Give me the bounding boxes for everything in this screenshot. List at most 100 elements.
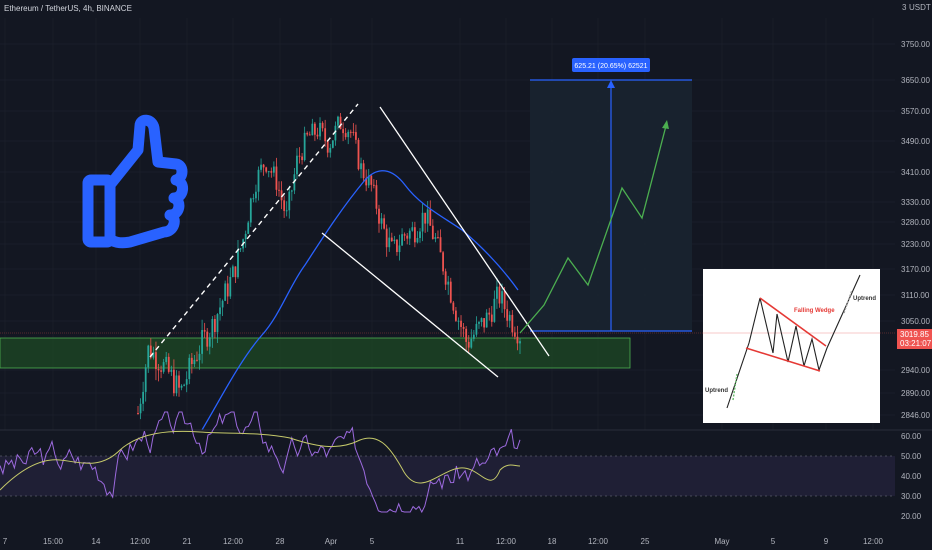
candle-body <box>206 331 209 347</box>
candle-body <box>270 171 273 173</box>
candle-body <box>149 345 152 358</box>
candle-body <box>478 322 480 324</box>
candle-body <box>406 235 409 239</box>
candle-body <box>380 218 383 224</box>
candle-body <box>147 345 150 368</box>
candle-body <box>180 385 183 388</box>
symbol-title: Ethereum / TetherUS, 4h, BINANCE <box>4 4 132 13</box>
price-tick-label: 3170.00 <box>901 265 930 274</box>
candle-body <box>229 277 232 297</box>
candle-body <box>460 320 462 327</box>
projection-arrow-head <box>662 120 669 129</box>
candle-body <box>244 233 247 240</box>
candle-body <box>424 212 427 224</box>
candle-body <box>221 300 224 308</box>
time-axis[interactable]: 7 15:00 14 12:00 21 12:00 28 Apr 5 11 12:00 18 12:00… <box>3 537 884 546</box>
time-tick-label: 9 <box>824 537 829 546</box>
candle-body <box>372 184 375 186</box>
candle-body <box>172 369 175 394</box>
scale-digit: 3 <box>902 3 907 12</box>
wedge-upper-line <box>379 106 550 357</box>
price-tick-label: 3650.00 <box>901 76 930 85</box>
candle-body <box>198 353 201 361</box>
candle-body <box>303 132 306 161</box>
candle-body <box>483 318 486 328</box>
candle-body <box>467 341 470 348</box>
candle-body <box>255 191 257 199</box>
candle-body <box>488 312 491 315</box>
price-axis[interactable]: 3750.00 3650.00 3570.00 3490.00 3410.00 3330.… <box>901 40 930 420</box>
time-tick-label: 12:00 <box>588 537 609 546</box>
candle-body <box>439 237 442 253</box>
candle-body <box>501 291 503 304</box>
candle-body <box>434 237 437 239</box>
candle-body <box>508 314 511 321</box>
candle-body <box>447 281 450 285</box>
measure-label-box <box>572 58 650 72</box>
candle-body <box>516 336 519 344</box>
time-tick-label: Apr <box>325 537 338 546</box>
candle-body <box>201 330 203 354</box>
uptrend-right-label: Uptrend <box>853 296 876 302</box>
candle-body <box>388 237 391 248</box>
candle-body <box>431 225 434 239</box>
candle-body <box>411 227 414 231</box>
candle-body <box>160 370 162 372</box>
candle-body <box>396 239 398 253</box>
candle-body <box>390 237 393 242</box>
candle-body <box>455 310 457 321</box>
candle-body <box>326 141 329 153</box>
time-tick-label: 12:00 <box>130 537 151 546</box>
candle-body <box>429 209 432 226</box>
rsi-tick-label: 40.00 <box>901 472 922 481</box>
time-tick-label: 14 <box>92 537 101 546</box>
candle-body <box>457 320 460 322</box>
candle-body <box>178 375 180 388</box>
candle-body <box>272 166 275 173</box>
candle-body <box>465 328 468 342</box>
candle-body <box>211 318 214 338</box>
candle-body <box>401 234 403 246</box>
candle-body <box>426 209 429 224</box>
candle-body <box>239 248 242 250</box>
candle-body <box>413 227 416 243</box>
candle-body <box>337 116 339 126</box>
candle-body <box>267 171 270 173</box>
candle-body <box>285 210 288 212</box>
time-tick-label: 5 <box>370 537 375 546</box>
candle-body <box>357 139 360 170</box>
candle-body <box>408 230 411 239</box>
price-tick-label: 3230.00 <box>901 240 930 249</box>
time-tick-label: 28 <box>276 537 285 546</box>
price-tick-label: 3110.00 <box>901 291 930 300</box>
candle-body <box>313 123 316 135</box>
candle-body <box>203 330 206 332</box>
price-tick-label: 3330.00 <box>901 198 930 207</box>
support-zone[interactable] <box>0 337 631 369</box>
wedge-lower-line <box>321 232 499 378</box>
candle-body <box>362 163 365 179</box>
rsi-tick-label: 50.00 <box>901 452 922 461</box>
candle-body <box>342 129 345 134</box>
rsi-axis[interactable]: 60.00 50.00 40.00 30.00 20.00 <box>901 432 922 521</box>
candle-body <box>316 134 319 137</box>
candle-body <box>462 326 465 329</box>
candle-body <box>355 132 357 140</box>
candles <box>137 113 521 420</box>
candle-body <box>231 266 234 278</box>
candle-body <box>383 218 386 229</box>
price-tick-label: 2940.00 <box>901 366 930 375</box>
candle-body <box>214 318 216 332</box>
candle-body <box>470 338 473 348</box>
candle-body <box>352 131 355 133</box>
time-tick-label: May <box>714 537 729 546</box>
candle-body <box>370 175 373 185</box>
candle-body <box>506 309 509 321</box>
rsi-tick-label: 60.00 <box>901 432 922 441</box>
price-tag-countdown: 03:21:07 <box>900 339 932 348</box>
candle-body <box>419 231 421 238</box>
price-tick-label: 3050.00 <box>901 317 930 326</box>
candle-body <box>175 375 178 394</box>
candle-body <box>493 298 496 322</box>
